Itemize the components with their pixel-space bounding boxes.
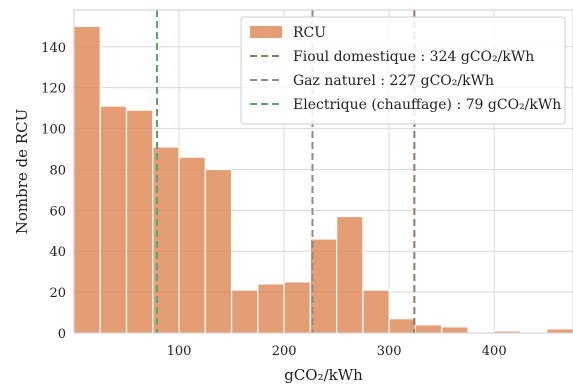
histogram-bar	[283, 281, 311, 334]
histogram-bar	[546, 328, 573, 334]
x-tick-label: 400	[482, 344, 507, 359]
y-tick-label: 80	[49, 163, 66, 178]
legend-box	[240, 16, 566, 125]
histogram-bar	[309, 238, 338, 334]
histogram-bar	[388, 318, 417, 334]
y-axis-label: Nombre de RCU	[13, 109, 31, 234]
histogram-bar	[99, 105, 128, 334]
histogram-bar	[73, 25, 101, 334]
histogram-bar	[230, 289, 259, 334]
legend-electrique-label: Electrique (chauffage) : 79 gCO₂/kWh	[293, 97, 561, 113]
histogram-bar	[441, 326, 469, 334]
y-tick-label: 120	[41, 82, 66, 97]
y-tick-label: 20	[49, 286, 66, 301]
histogram-bar	[125, 109, 154, 334]
y-tick-labels: 0 20 40 60 80 100 120 140	[41, 41, 66, 342]
plot-frame	[73, 9, 573, 334]
legend-rcu-swatch	[250, 26, 282, 38]
x-tick-labels: 100 200 300 400	[167, 344, 507, 359]
legend-rcu-label: RCU	[293, 25, 326, 41]
y-tick-label: 40	[49, 245, 66, 260]
x-tick-label: 200	[272, 344, 297, 359]
histogram-bar	[257, 283, 285, 334]
y-tick-label: 60	[49, 204, 66, 219]
x-axis-label: gCO₂/kWh	[284, 366, 363, 384]
histogram-bar	[336, 215, 364, 334]
histogram-bar	[204, 168, 233, 334]
legend-gaz-label: Gaz naturel : 227 gCO₂/kWh	[293, 73, 494, 89]
legend-fioul-label: Fioul domestique : 324 gCO₂/kWh	[293, 49, 534, 65]
x-tick-label: 100	[167, 344, 192, 359]
histogram-bar	[362, 289, 390, 334]
y-tick-label: 140	[41, 41, 66, 56]
y-tick-label: 100	[41, 123, 66, 138]
legend: RCU Fioul domestique : 324 gCO₂/kWh Gaz …	[240, 16, 566, 125]
histogram-bar	[152, 146, 180, 334]
histogram-bar	[178, 156, 206, 334]
y-tick-label: 0	[58, 327, 66, 342]
x-tick-label: 300	[377, 344, 402, 359]
histogram-bar	[414, 324, 443, 334]
histogram-bars	[73, 25, 573, 334]
reference-lines	[155, 10, 416, 333]
